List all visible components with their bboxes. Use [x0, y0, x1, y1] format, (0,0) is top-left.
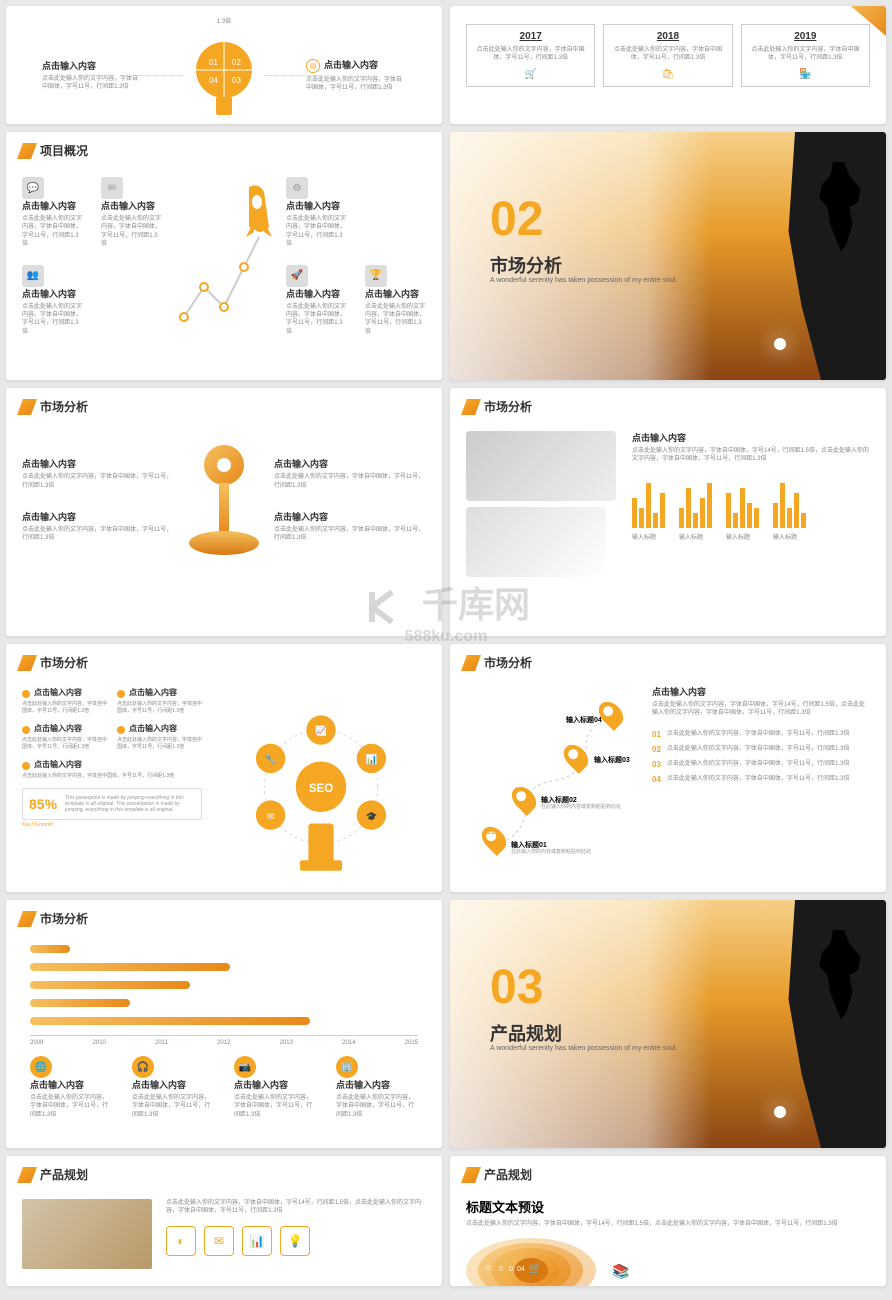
building-icon: 🏢	[336, 1056, 358, 1078]
cart-icon: 🛒	[528, 1262, 542, 1275]
slide-grid: 1.3倍 点击输入内容 点击此处输入你的文字内容，字体自中国体，字号11号，行间…	[6, 6, 886, 1286]
year-text: 点击此处输入你的文字内容，字体自中国体，字号11号，行间距1.3倍	[750, 46, 861, 63]
slide-12: 产品规划 标题文本预设 点击此处输入你的文字内容，字体自中国体，字号14号，行间…	[450, 1156, 886, 1286]
bar-chart: 输入标题	[773, 478, 806, 541]
slide-2: 2017 点击此处输入你的文字内容，字体自中国体，字号11号，行间距1.3倍 🛒…	[450, 6, 886, 124]
slide-title: 市场分析	[40, 654, 88, 671]
cart-icon: 🛒	[475, 69, 586, 80]
year-box: 2017 点击此处输入你的文字内容，字体自中国体，字号11号，行间距1.3倍 🛒	[466, 24, 595, 87]
globe-icon: 🌐	[30, 1056, 52, 1078]
stack-icon: 📚	[612, 1263, 629, 1280]
svg-text:✉: ✉	[267, 811, 275, 822]
year-text: 点击此处输入你的文字内容，字体自中国体，字号11号，行间距1.3倍	[475, 46, 586, 63]
year-label: 2017	[475, 31, 586, 42]
concentric-circles: 01 02 03 04🛒	[466, 1236, 596, 1286]
svg-text:03: 03	[232, 76, 241, 85]
slide-title: 市场分析	[484, 398, 532, 415]
svg-text:SEO: SEO	[309, 783, 333, 795]
bar-chart: 输入标题	[632, 478, 665, 541]
rocket-icon	[174, 177, 274, 337]
bag-icon: 🛍	[612, 69, 723, 80]
heading: 标题文本预设	[466, 1197, 870, 1216]
laptop-image-2	[466, 507, 606, 577]
headphone-icon: 🎧	[132, 1056, 154, 1078]
section-title: 产品规划	[490, 1020, 562, 1046]
mail-icon: ✉	[204, 1226, 234, 1256]
hbar	[30, 981, 190, 989]
bar-chart: 输入标题	[679, 478, 712, 541]
svg-text:🔧: 🔧	[265, 754, 277, 766]
svg-text:02: 02	[232, 58, 241, 67]
gear-icon: ⚙	[286, 177, 308, 199]
bar-chart: 输入标题	[726, 478, 759, 541]
pie-icon: ◐	[166, 1226, 196, 1256]
key-icon	[194, 445, 254, 555]
seo-diagram: SEO 📈 📊 🎓 🔧 ✉	[216, 687, 426, 881]
hbar	[30, 945, 70, 953]
svg-text:01: 01	[209, 58, 218, 67]
slide-title: 市场分析	[40, 910, 88, 927]
chat-icon: 💬	[22, 177, 44, 199]
svg-text:📈: 📈	[315, 725, 327, 737]
year-label: 2019	[750, 31, 861, 42]
trophy-icon: 🏆	[365, 265, 387, 287]
svg-text:04: 04	[209, 76, 218, 85]
slide-title: 市场分析	[40, 398, 88, 415]
svg-text:🎓: 🎓	[366, 811, 378, 822]
year-box: 2018 点击此处输入你的文字内容，字体自中国体，字号11号，行间距1.3倍 🛍	[603, 24, 732, 87]
slide-11: 产品规划 点击此处输入你的文字内容，字体自中国体，字号14号，行间距1.5倍，点…	[6, 1156, 442, 1286]
bulb-icon: 01 02 04 03	[184, 35, 264, 124]
content-title: 点击输入内容	[324, 58, 378, 71]
section-subtitle: A wonderful serenity has taken possessio…	[490, 277, 678, 284]
section-title: 市场分析	[490, 252, 562, 278]
num-label: 1.3倍	[26, 16, 422, 25]
rocket-small-icon: 🚀	[286, 265, 308, 287]
slide-9: 市场分析 2009201020112012201320142015 🌐点击输入内…	[6, 900, 442, 1148]
content-text: 点击此处输入你的文字内容，字体自中国体，字号11号，行间距1.3倍	[306, 76, 406, 93]
bulb-icon: 💡	[280, 1226, 310, 1256]
slide-3: 项目概况 💬点击输入内容点击此处输入你的文字内容，字体自中国体，字号11号，行间…	[6, 132, 442, 380]
hbar	[30, 963, 230, 971]
year-box: 2019 点击此处输入你的文字内容，字体自中国体，字号11号，行间距1.3倍 🏪	[741, 24, 870, 87]
slide-title: 产品规划	[484, 1166, 532, 1183]
slide-title: 产品规划	[40, 1166, 88, 1183]
meeting-image	[22, 1199, 152, 1269]
pin-path: 01 输入标题02 在此输入你的内容或复制粘贴到此处 输入标题01 在此输入你的…	[466, 685, 636, 865]
mail-icon: ✉	[101, 177, 123, 199]
slide-6: 市场分析 点击输入内容 点击此处输入你的文字内容，字体自中国体，字号14号，行间…	[450, 388, 886, 636]
year-label: 2018	[612, 31, 723, 42]
camera-icon: 📷	[234, 1056, 256, 1078]
slide-7: 市场分析 点击输入内容点击此处输入你的文字内容，字体自中国体，字号11号，行间距…	[6, 644, 442, 892]
hbar	[30, 1017, 310, 1025]
slide-section-02: 02 市场分析 A wonderful serenity has taken p…	[450, 132, 886, 380]
doc-icon: ▤	[306, 59, 320, 73]
content-title: 点击输入内容	[42, 59, 142, 72]
section-number: 03	[490, 960, 543, 1015]
slide-section-03: 03 产品规划 A wonderful serenity has taken p…	[450, 900, 886, 1148]
slide-8: 市场分析 01 输入标题02 在此输入你的内容或复制粘贴到此处 输入标题01 在…	[450, 644, 886, 892]
section-subtitle: A wonderful serenity has taken possessio…	[490, 1045, 678, 1052]
store-icon: 🏪	[750, 69, 861, 80]
slide-5: 市场分析 点击输入内容点击此处输入你的文字内容，字体自中国体，字号11号，行间距…	[6, 388, 442, 636]
svg-text:📊: 📊	[366, 754, 378, 766]
percent-value: 85%	[29, 796, 57, 812]
hbar	[30, 999, 130, 1007]
year-text: 点击此处输入你的文字内容，字体自中国体，字号11号，行间距1.3倍	[612, 46, 723, 63]
slide-title: 市场分析	[484, 654, 532, 671]
slide-1: 1.3倍 点击输入内容 点击此处输入你的文字内容，字体自中国体，字号11号，行间…	[6, 6, 442, 124]
content-text: 点击此处输入你的文字内容，字体自中国体，字号11号，行间距1.3倍	[42, 75, 142, 92]
slide-title: 项目概况	[40, 142, 88, 159]
users-icon: 👥	[22, 265, 44, 287]
laptop-image	[466, 431, 616, 501]
chart-icon: 📊	[242, 1226, 272, 1256]
section-number: 02	[490, 192, 543, 247]
